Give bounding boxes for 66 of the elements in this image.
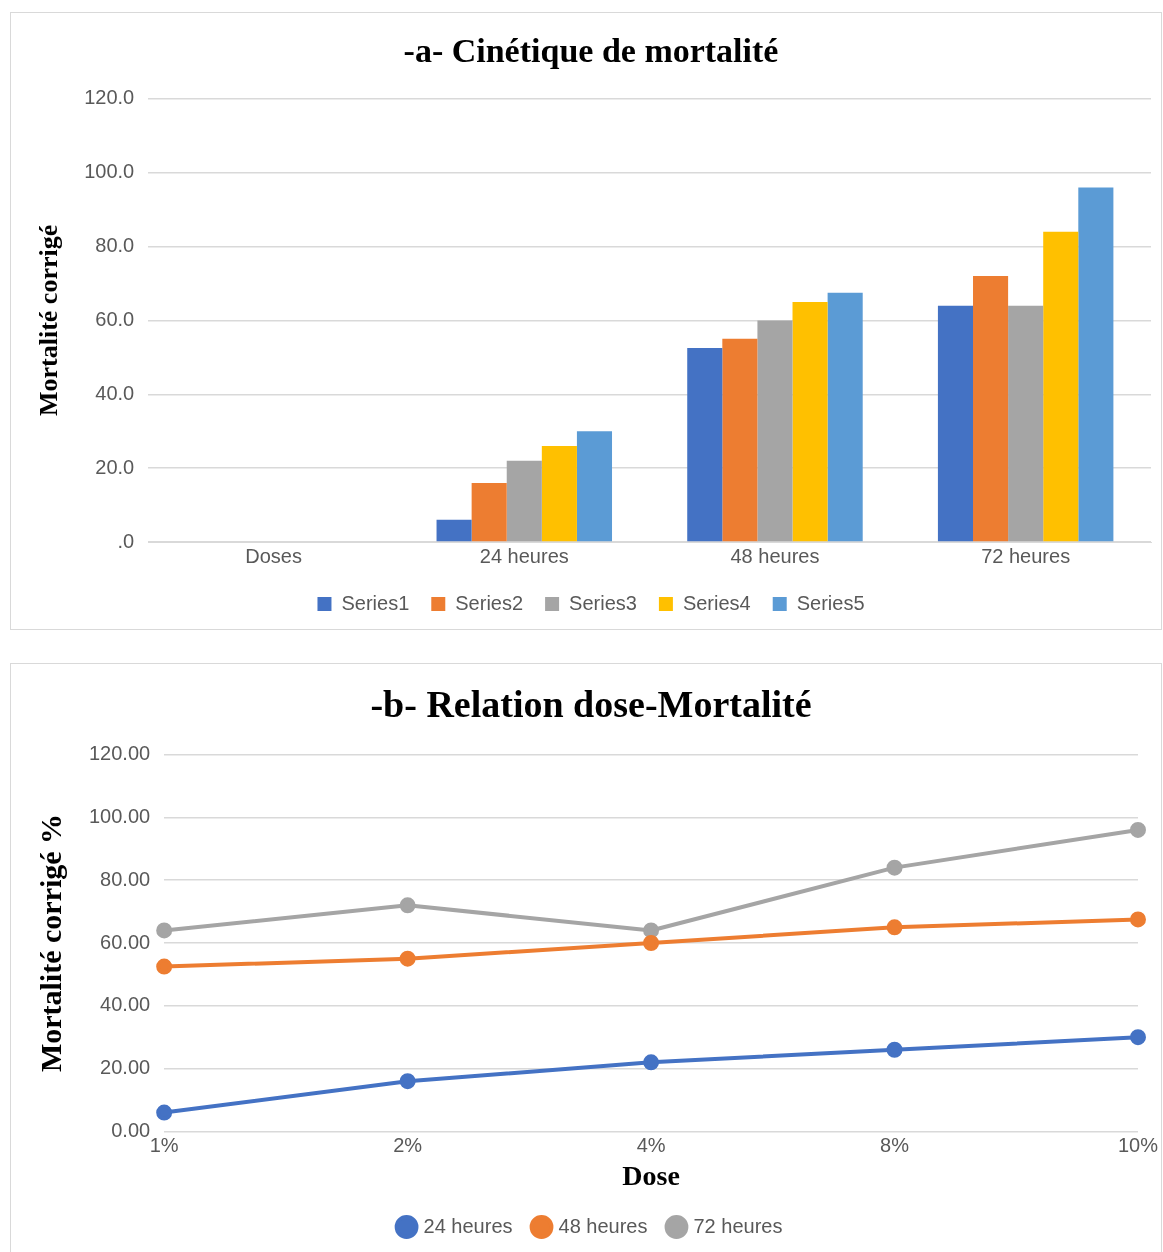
legend-label: Series4 [682,591,751,614]
point [1129,911,1146,928]
y-tick-label: 120.00 [89,742,151,765]
point [886,1041,903,1058]
point [1129,821,1146,838]
point [643,1054,660,1071]
y-tick-label: 100.00 [89,804,151,827]
bar [576,431,613,542]
x-tick-label: 1% [149,1133,179,1156]
x-tick-label: 4% [636,1133,666,1156]
bar [757,320,793,542]
y-axis-title: Mortalité corrigé [34,224,64,417]
bar [506,460,542,542]
y-tick-label: 20.00 [100,1056,151,1079]
x-tick-label: 2% [393,1133,423,1156]
y-tick-label: 40.0 [95,381,135,404]
x-axis-title: Dose [622,1160,680,1192]
x-tick-label: Doses [245,544,302,567]
x-tick-label: 72 heures [981,544,1071,567]
legend-label: 48 heures [558,1214,648,1237]
bar [471,482,507,542]
legend-label: Series2 [455,591,524,614]
point [399,1073,416,1090]
point [643,935,660,951]
chart-title: -a- Cinétique de mortalité [403,32,779,70]
bar [937,305,974,542]
bar [1078,187,1114,542]
point [1129,1029,1146,1046]
chart-title: -b- Relation dose-Mortalité [370,682,812,725]
y-tick-label: 60.0 [95,307,135,330]
y-tick-label: 100.0 [84,160,135,183]
y-tick-label: 20.0 [95,455,135,478]
y-tick-label: 80.0 [95,234,135,257]
point [886,919,903,936]
point [886,859,903,876]
y-axis-title: Mortalité corrigé % [33,813,67,1073]
point [156,958,173,975]
bar [541,445,577,542]
point [156,922,173,939]
x-tick-label: 8% [880,1133,910,1156]
point [156,1104,173,1121]
point [643,922,660,939]
x-tick-label: 48 heures [730,544,820,567]
legend-label: Series3 [569,591,637,614]
y-tick-label: 0.00 [111,1118,151,1141]
legend-label: 72 heures [693,1214,783,1237]
y-tick-label: 80.00 [100,867,151,890]
bar [827,292,863,542]
x-tick-label: 24 heures [479,544,569,567]
y-tick-label: 120.0 [84,86,135,109]
bar [792,301,828,542]
y-tick-label: 60.00 [100,930,151,953]
bar [1043,231,1079,542]
y-tick-label: .0 [117,529,135,552]
point [399,950,416,967]
legend-label: Series5 [796,591,865,614]
y-tick-label: 40.00 [100,993,151,1016]
legend-label: Series1 [341,591,410,614]
bar [722,338,758,542]
bar [436,519,472,542]
legend-label: 24 heures [423,1214,513,1237]
bar [687,348,723,542]
x-tick-label: 10% [1117,1133,1159,1156]
bar [973,276,1009,542]
bar [1008,305,1044,542]
point [399,897,416,914]
